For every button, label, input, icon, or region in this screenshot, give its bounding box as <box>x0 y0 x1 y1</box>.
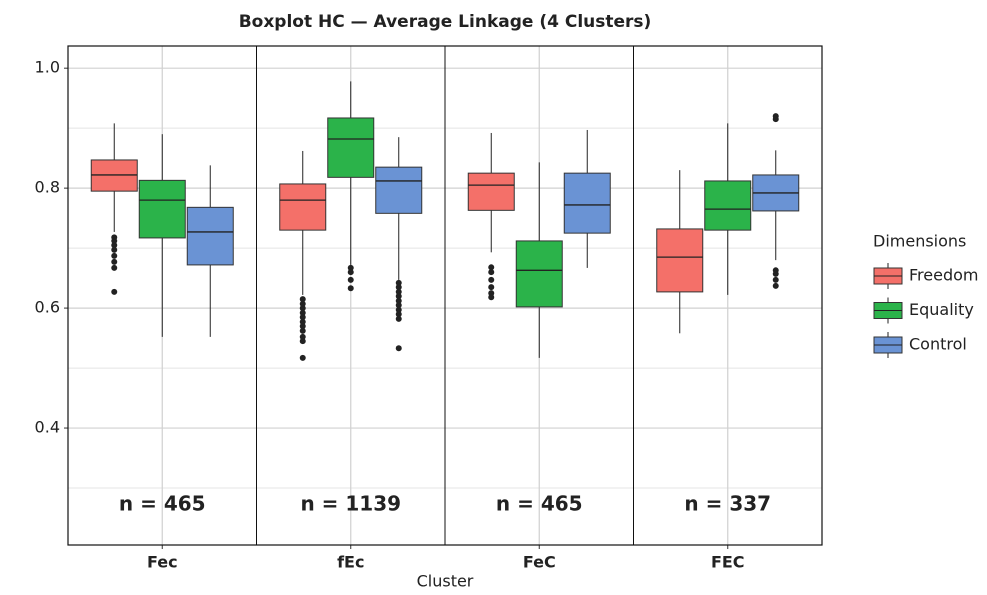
outlier <box>488 276 495 283</box>
box <box>563 172 611 234</box>
outlier <box>299 300 306 307</box>
outlier <box>395 297 402 304</box>
outlier <box>488 284 495 291</box>
y-tick-label: 1.0 <box>35 58 60 77</box>
box <box>279 183 327 231</box>
outlier <box>488 264 495 271</box>
outlier <box>772 282 779 289</box>
outlier <box>299 354 306 361</box>
outlier <box>347 269 354 276</box>
outlier <box>347 285 354 292</box>
outlier <box>395 302 402 309</box>
box <box>704 180 752 231</box>
outlier <box>299 309 306 316</box>
outlier <box>111 258 118 265</box>
outlier <box>772 270 779 277</box>
box <box>656 228 704 293</box>
legend-title: Dimensions <box>873 232 966 251</box>
x-axis-title: Cluster <box>417 572 474 591</box>
annotation: n = 465 <box>119 492 206 516</box>
outlier <box>395 279 402 286</box>
outlier <box>347 276 354 283</box>
outlier <box>488 294 495 301</box>
outlier <box>111 264 118 271</box>
legend-label: Control <box>909 335 967 354</box>
legend-label: Equality <box>909 300 974 319</box>
y-tick-label: 0.6 <box>35 298 60 317</box>
box <box>138 179 186 239</box>
box <box>467 172 515 211</box>
box <box>327 117 375 178</box>
y-tick-label: 0.4 <box>35 418 60 437</box>
outlier <box>395 315 402 322</box>
outlier <box>299 333 306 340</box>
outlier <box>347 264 354 271</box>
x-tick-label: FeC <box>523 553 556 572</box>
outlier <box>111 237 118 244</box>
x-tick-label: Fec <box>147 553 178 572</box>
box <box>375 166 423 214</box>
x-tick-label: fEc <box>337 553 364 572</box>
outlier <box>111 252 118 259</box>
outlier <box>299 318 306 325</box>
outlier <box>488 269 495 276</box>
legend-label: Freedom <box>909 266 978 285</box>
outlier <box>299 327 306 334</box>
outlier <box>395 306 402 313</box>
outlier <box>395 288 402 295</box>
outlier <box>395 293 402 300</box>
outlier <box>299 338 306 345</box>
annotation: n = 1139 <box>300 492 401 516</box>
box <box>515 240 563 308</box>
outlier <box>299 314 306 321</box>
box <box>186 206 234 266</box>
outlier <box>395 311 402 318</box>
outlier <box>111 246 118 253</box>
outlier <box>299 296 306 303</box>
annotation: n = 465 <box>496 492 583 516</box>
outlier <box>111 288 118 295</box>
outlier <box>299 305 306 312</box>
outlier <box>772 116 779 123</box>
plot-border <box>67 45 823 546</box>
x-tick-label: FEC <box>711 553 745 572</box>
outlier <box>299 323 306 330</box>
y-tick-label: 0.8 <box>35 178 60 197</box>
annotation: n = 337 <box>684 492 771 516</box>
outlier <box>772 276 779 283</box>
outlier <box>395 345 402 352</box>
outlier <box>488 290 495 297</box>
outlier <box>395 284 402 291</box>
outlier <box>111 242 118 249</box>
chart-title: Boxplot HC — Average Linkage (4 Clusters… <box>239 12 652 32</box>
